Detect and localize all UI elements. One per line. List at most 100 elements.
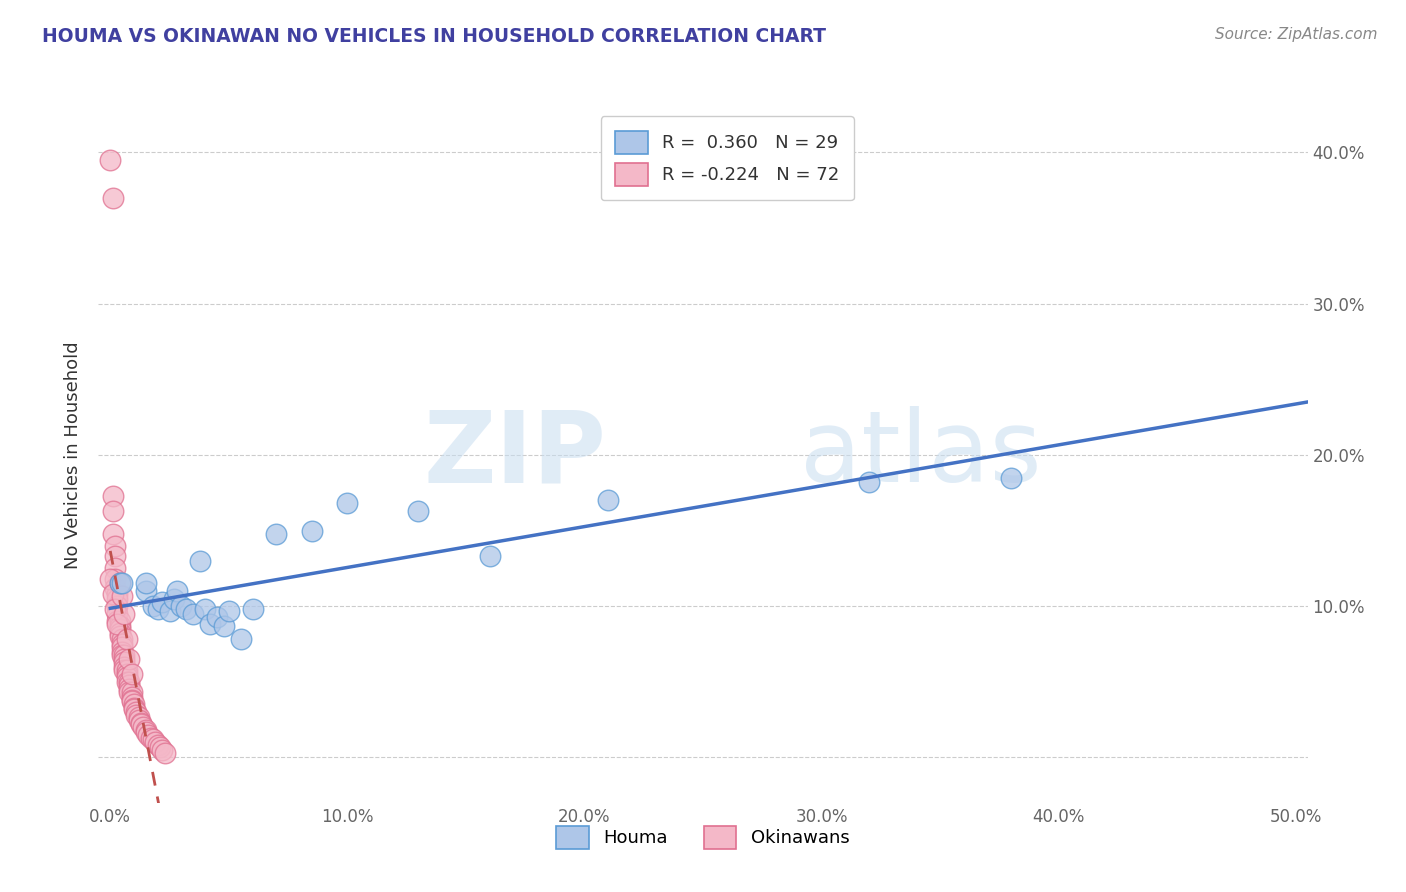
Point [122,700,145,714]
Legend: Houma, Okinawans: Houma, Okinawans [550,819,856,856]
Point [111,640,134,654]
Point [104,539,127,553]
Point [108,629,131,643]
Point [105,587,128,601]
Point [98,153,121,167]
Point [858,475,880,490]
Text: atlas: atlas [800,407,1042,503]
Point [135,584,157,599]
Point [111,589,134,603]
Point [114,652,136,666]
Point [125,705,148,719]
Point [166,584,188,599]
Point [135,723,157,738]
Point [111,632,134,647]
Point [115,674,138,689]
Point [108,576,131,591]
Point [121,667,143,681]
Point [163,591,186,606]
Point [101,191,124,205]
Point [198,617,221,632]
Point [115,663,138,677]
Point [598,493,620,508]
Point [190,554,212,568]
Point [108,619,131,633]
Point [115,632,138,647]
Point [212,619,235,633]
Point [135,724,157,739]
Point [104,572,127,586]
Point [152,743,174,757]
Point [108,576,131,591]
Point [121,693,143,707]
Point [114,659,136,673]
Point [301,524,323,538]
Point [242,602,264,616]
Point [170,599,193,614]
Point [181,607,204,621]
Point [408,504,430,518]
Text: HOUMA VS OKINAWAN NO VEHICLES IN HOUSEHOLD CORRELATION CHART: HOUMA VS OKINAWAN NO VEHICLES IN HOUSEHO… [42,27,827,45]
Point [174,602,197,616]
Point [128,709,150,723]
Point [194,602,217,616]
Point [118,685,141,699]
Point [101,526,124,541]
Point [146,739,169,753]
Point [114,607,136,621]
Point [118,652,141,666]
Point [135,576,157,591]
Point [108,622,131,636]
Point [122,698,145,712]
Point [478,549,501,564]
Point [122,702,145,716]
Point [121,690,143,704]
Point [98,572,121,586]
Point [105,599,128,614]
Point [111,576,134,591]
Point [114,663,136,677]
Point [153,746,176,760]
Point [132,720,155,734]
Text: ZIP: ZIP [423,407,606,503]
Point [218,604,240,618]
Point [101,489,124,503]
Point [136,728,159,742]
Point [104,549,127,564]
Point [336,496,359,510]
Point [104,581,127,595]
Point [205,609,228,624]
Point [143,735,166,749]
Point [159,604,181,618]
Point [108,626,131,640]
Point [128,713,150,727]
Point [118,678,141,692]
Point [152,594,174,608]
Point [105,617,128,632]
Point [229,632,252,647]
Point [118,674,141,689]
Point [101,587,124,601]
Point [101,504,124,518]
Point [105,591,128,606]
Point [105,615,128,629]
Point [111,644,134,658]
Point [121,694,143,708]
Point [142,599,165,614]
Point [115,667,138,681]
Point [111,637,134,651]
Point [129,717,152,731]
Point [129,715,152,730]
Point [121,685,143,699]
Point [146,602,169,616]
Point [125,708,148,723]
Point [142,732,165,747]
Point [114,648,136,662]
Point [111,648,134,662]
Point [104,602,127,616]
Point [104,561,127,575]
Text: Source: ZipAtlas.com: Source: ZipAtlas.com [1215,27,1378,42]
Point [118,682,141,697]
Point [114,655,136,669]
Point [264,526,287,541]
